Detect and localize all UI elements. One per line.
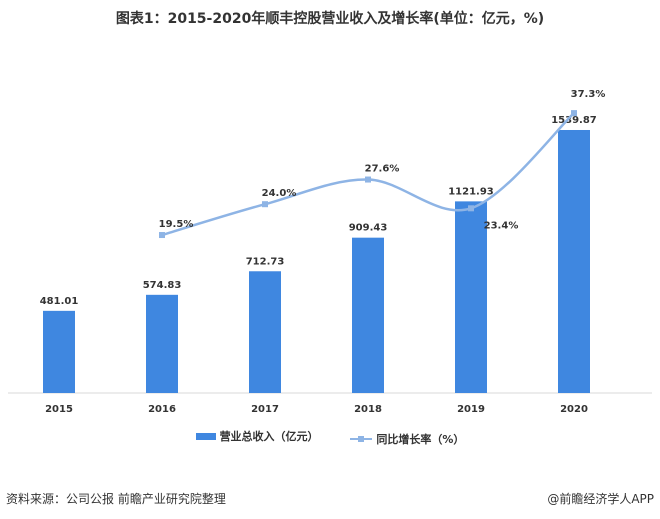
growth-marker [571,110,577,117]
x-tick-label: 2018 [354,404,382,415]
bar-label: 481.01 [40,296,79,307]
bar-label: 1121.93 [448,186,494,197]
bar [249,271,281,393]
x-tick-label: 2020 [560,404,588,415]
growth-marker [159,232,165,239]
growth-label: 37.3% [571,89,606,100]
growth-label: 27.6% [365,164,400,175]
growth-label: 23.4% [484,220,519,231]
chart-title: 图表1：2015-2020年顺丰控股营业收入及增长率(单位：亿元，%) [115,11,545,27]
legend-swatch-bar [195,432,216,440]
source-note: 资料来源：公司公报 前瞻产业研究院整理 [6,492,226,506]
x-tick-label: 2019 [457,404,485,415]
x-tick-label: 2016 [148,404,176,415]
growth-marker [365,176,371,183]
bar-label: 574.83 [143,280,182,291]
legend: 营业总收入（亿元） 同比增长率（%） [0,428,660,447]
legend-label: 营业总收入（亿元） [219,430,319,443]
growth-line [161,112,575,237]
legend-item-growth: 同比增长率（%） [350,431,464,447]
credit: @前瞻经济学人APP [547,492,654,506]
growth-label: 19.5% [159,219,194,230]
bar-label: 1539.87 [551,115,597,126]
bar [43,310,75,393]
growth-marker [262,201,268,208]
bar-label: 909.43 [349,223,388,234]
growth-label: 24.0% [262,188,297,199]
bar [352,237,384,393]
bar [455,201,487,393]
legend-swatch-line [350,435,373,442]
bar [558,129,590,393]
bar-label: 712.73 [246,256,285,267]
growth-marker [468,205,474,212]
x-tick-label: 2015 [45,404,73,415]
legend-label: 同比增长率（%） [376,432,465,446]
legend-item-revenue: 营业总收入（亿元） [195,428,319,444]
bar [146,294,178,393]
x-tick-label: 2017 [251,404,279,415]
